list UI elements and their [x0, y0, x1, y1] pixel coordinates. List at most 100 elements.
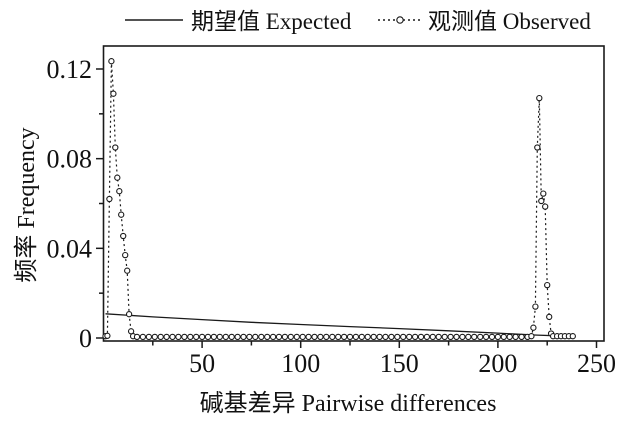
observed-data-point	[240, 333, 247, 341]
y-tick-label: 0	[79, 324, 92, 353]
observed-data-point	[335, 333, 342, 341]
legend-observed-circle-marker-icon	[396, 16, 404, 24]
observed-data-point	[518, 333, 525, 341]
observed-data-point	[465, 333, 472, 341]
x-axis-title: 碱基差异 Pairwise differences	[200, 390, 497, 417]
observed-data-point	[246, 333, 253, 341]
observed-data-point	[228, 333, 235, 341]
observed-data-point	[494, 333, 502, 341]
observed-data-point	[323, 333, 330, 341]
observed-data-point	[275, 333, 283, 341]
observed-data-point	[569, 333, 576, 340]
x-tick-label: 200	[478, 349, 517, 378]
observed-data-point	[264, 333, 271, 341]
observed-data-point	[175, 333, 182, 341]
observed-data-point	[358, 333, 365, 341]
expected-series-line	[105, 313, 571, 337]
y-axis-title: 频率 Frequency	[13, 127, 40, 282]
observed-data-point	[352, 333, 360, 341]
observed-data-point	[281, 333, 289, 341]
observed-data-point	[329, 333, 336, 341]
observed-data-point	[429, 333, 436, 341]
observed-data-point	[106, 195, 113, 203]
observed-data-point	[104, 332, 111, 339]
observed-data-point	[482, 333, 490, 341]
observed-data-point	[506, 333, 513, 341]
observed-data-point	[108, 58, 115, 65]
observed-data-point	[204, 333, 212, 341]
observed-data-point	[423, 333, 431, 341]
observed-data-point	[222, 333, 229, 341]
observed-data-point	[388, 333, 395, 341]
observed-data-point	[447, 333, 454, 341]
observed-data-point	[528, 333, 535, 340]
observed-data-point	[193, 333, 200, 341]
observed-data-point	[133, 333, 141, 341]
observed-data-point	[376, 333, 383, 341]
plot-frame	[102, 45, 605, 342]
observed-data-point	[157, 333, 164, 341]
observed-data-point	[538, 197, 545, 205]
observed-data-point	[145, 333, 153, 341]
observed-data-point	[124, 267, 131, 274]
observed-data-point	[210, 333, 218, 341]
x-tick-label: 250	[577, 349, 616, 378]
observed-data-point	[118, 211, 125, 218]
observed-data-point	[536, 94, 543, 102]
y-tick-label: 0.12	[47, 55, 93, 84]
observed-data-point	[364, 333, 371, 341]
observed-data-point	[311, 333, 318, 341]
observed-data-point	[477, 333, 484, 341]
observed-data-point	[500, 333, 507, 341]
observed-data-point	[234, 333, 241, 341]
observed-data-point	[305, 333, 312, 341]
observed-data-point	[394, 333, 401, 341]
observed-series-line	[105, 61, 573, 338]
observed-data-point	[488, 333, 496, 341]
observed-data-point	[110, 90, 117, 97]
observed-data-point	[114, 174, 121, 181]
observed-data-point	[400, 333, 407, 341]
legend-expected-label: 期望值 Expected	[191, 9, 352, 34]
observed-data-point	[287, 333, 294, 341]
observed-data-point	[293, 333, 300, 341]
observed-data-point	[382, 333, 389, 341]
observed-data-point	[163, 333, 170, 341]
observed-data-point	[125, 311, 133, 318]
observed-data-point	[542, 203, 549, 210]
observed-data-point	[417, 333, 425, 341]
observed-data-point	[453, 333, 460, 341]
x-tick-label: 50	[189, 349, 215, 378]
observed-data-point	[269, 333, 277, 341]
observed-data-point	[512, 333, 519, 341]
observed-data-point	[116, 188, 123, 195]
observed-data-point	[546, 313, 553, 321]
observed-data-point	[471, 333, 478, 341]
observed-data-point	[258, 333, 265, 341]
observed-data-point	[169, 333, 176, 341]
y-tick-label: 0.04	[47, 234, 93, 263]
observed-data-point	[346, 333, 354, 341]
observed-data-point	[406, 333, 413, 341]
observed-data-point	[112, 144, 119, 151]
observed-data-point	[122, 251, 129, 259]
observed-data-point	[198, 333, 206, 341]
observed-data-point	[441, 333, 448, 341]
observed-data-point	[139, 333, 147, 341]
x-tick-label: 150	[380, 349, 419, 378]
observed-data-point	[120, 232, 127, 240]
observed-data-point	[530, 324, 537, 331]
legend: 期望值 Expected 观测值 Observed	[125, 9, 591, 34]
observed-data-point	[252, 333, 259, 341]
observed-data-point	[459, 333, 466, 341]
plot-layer: 50 100 150 200 250 0 0.04 0.08 0.12	[47, 55, 617, 378]
observed-data-point	[370, 333, 377, 341]
observed-data-point	[216, 333, 223, 341]
observed-data-point	[435, 333, 442, 341]
legend-observed-label: 观测值 Observed	[428, 9, 591, 34]
observed-data-point	[187, 333, 194, 341]
observed-data-point	[317, 333, 324, 341]
x-tick-label: 100	[281, 349, 320, 378]
